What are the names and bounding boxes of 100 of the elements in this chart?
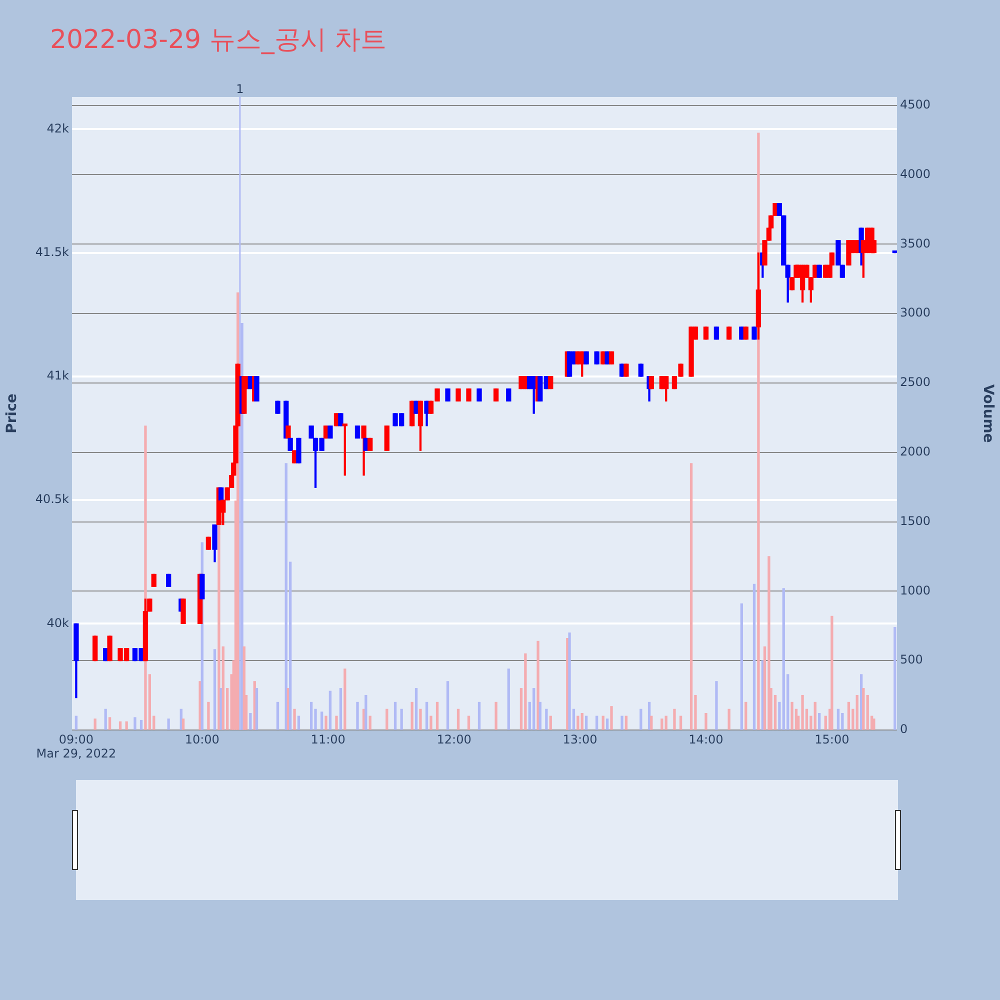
bar [650,716,653,730]
bar [744,702,748,730]
bar [436,702,439,730]
y2-tick-label: 2000 [900,444,931,458]
bar [446,681,450,730]
bar [818,713,821,730]
bar [328,690,332,730]
bar [368,716,372,730]
chart-title: 2022-03-29 뉴스_공시 차트 [50,24,387,57]
bar [134,717,136,730]
y-tick-label: 40k [46,616,70,630]
bar [790,702,794,730]
y2-tick-label: 1500 [900,514,931,528]
bar [538,702,542,730]
bar [198,681,202,730]
bar [624,716,628,730]
bar [320,712,324,730]
bar [545,708,548,730]
bar [125,721,128,730]
bar [478,702,481,730]
bar [118,721,122,730]
bar [425,702,428,730]
bar [94,718,96,730]
bar [467,716,470,730]
bar [679,716,682,730]
bar [108,717,112,730]
y-tick-label: 41.5k [35,244,70,259]
bar [704,713,708,730]
bar [841,713,844,730]
bar [801,694,804,730]
bar [324,716,328,730]
bar [640,708,642,730]
bar [752,584,756,730]
bar [182,718,185,730]
bar [584,716,588,730]
y2-tick-label: 1000 [900,583,931,598]
bar [220,688,222,730]
bar [207,702,210,730]
bar [660,718,664,730]
y-tick-label: 42k [46,121,70,136]
y2-tick-label: 3500 [900,236,931,250]
y-axis-title: Price [4,394,20,434]
bar [456,708,460,730]
bar [894,626,896,730]
bar [610,706,613,730]
bar [856,694,858,730]
y2-tick-label: 3000 [900,306,931,320]
bar [140,720,143,730]
x-tick-label: 14:00 [688,732,724,746]
bar [293,708,296,730]
x-tick-label: 13:00 [562,732,598,746]
bar [728,708,730,730]
bar [690,463,693,730]
y-tick-label: 40.5k [35,492,70,506]
bar [310,702,313,730]
bar [104,708,107,730]
y2-tick-label: 4500 [900,97,931,112]
x-tick-label: 10:00 [184,732,220,746]
bar [872,718,876,730]
bar [576,716,580,730]
bar [782,588,785,730]
bar [249,713,252,730]
bar [602,716,604,730]
bar [830,616,834,730]
y2-tick-label: 4000 [900,166,931,181]
bar [297,716,300,730]
x-tick-label: 12:00 [436,732,472,746]
bar [255,688,258,730]
bar [715,681,718,730]
bar [549,716,552,730]
bar [814,702,816,730]
bar [356,702,359,730]
bar [410,702,414,730]
y2-tick-label: 500 [900,652,923,667]
y2-tick-label: 0 [900,722,908,736]
bar [386,708,388,730]
bar [74,716,78,730]
bar [568,632,571,730]
x-tick-label: 09:00 Mar 29, 2022 [36,732,116,761]
bar [580,713,584,730]
bar [620,716,624,730]
bar [532,688,536,730]
bar [507,668,510,730]
bar [213,649,216,730]
bar [664,716,668,730]
bar [344,668,346,730]
bar [673,708,676,730]
x-tick-label: 15:00 [814,732,850,746]
bar [414,688,418,730]
bar [419,708,422,730]
bar [524,653,527,730]
y-tick-label: 41k [46,368,70,383]
bar [276,702,280,730]
bar [364,694,368,730]
bar [394,702,397,730]
bar [862,688,865,730]
ref-line-label: 1 [236,82,244,96]
bar [339,688,342,730]
bar [284,463,288,730]
y2-axis-title: Volume [980,384,996,443]
